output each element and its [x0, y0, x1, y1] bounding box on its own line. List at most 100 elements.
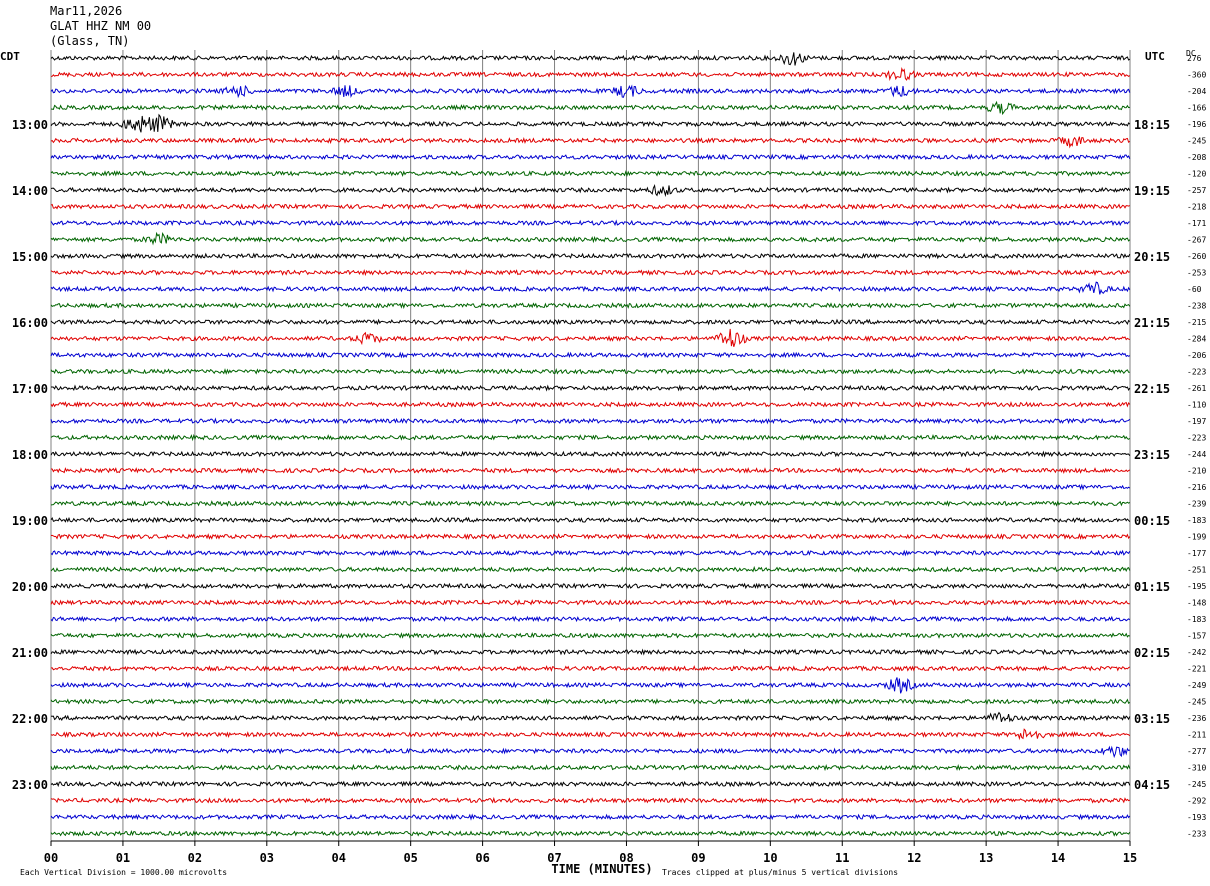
dc-offset-label: -244	[1187, 450, 1206, 459]
seismic-trace	[50, 532, 1131, 541]
seismic-trace	[50, 830, 1131, 837]
right-time-label: 22:15	[1134, 382, 1170, 396]
dc-offset-label: -195	[1187, 582, 1206, 591]
seismic-trace	[50, 483, 1131, 491]
right-time-label: 00:15	[1134, 514, 1170, 528]
x-tick-label: 13	[979, 851, 993, 865]
dc-offset-label: -206	[1187, 351, 1206, 360]
seismic-trace	[50, 231, 1131, 246]
x-tick-label: 07	[547, 851, 561, 865]
dc-offset-label: -292	[1187, 797, 1206, 806]
seismic-trace	[50, 252, 1131, 260]
seismic-trace	[50, 516, 1131, 524]
dc-offset-label: -210	[1187, 467, 1206, 476]
right-time-label: 21:15	[1134, 316, 1170, 330]
x-tick-label: 04	[332, 851, 346, 865]
seismic-trace	[50, 665, 1131, 673]
dc-offset-label: -183	[1187, 516, 1206, 525]
dc-offset-label: -245	[1187, 137, 1206, 146]
seismic-trace	[50, 549, 1131, 557]
dc-offset-label: -204	[1187, 87, 1206, 96]
seismic-trace	[50, 281, 1131, 295]
right-time-label: 23:15	[1134, 448, 1170, 462]
seismic-trace	[50, 328, 1131, 347]
dc-offset-label: -177	[1187, 549, 1206, 558]
dc-offset-label: -211	[1187, 731, 1206, 740]
dc-offset-label: -284	[1187, 335, 1206, 344]
seismic-trace	[50, 796, 1130, 805]
dc-offset-label: -166	[1187, 104, 1206, 113]
left-time-label: 18:00	[12, 448, 48, 462]
dc-offset-label: 276	[1187, 54, 1202, 63]
left-time-label: 21:00	[12, 646, 48, 660]
x-axis-title: TIME (MINUTES)	[551, 862, 652, 876]
dc-offset-label: -242	[1187, 648, 1206, 657]
seismic-trace	[50, 745, 1130, 759]
station-location: (Glass, TN)	[50, 34, 130, 48]
dc-offset-label: -60	[1187, 285, 1202, 294]
dc-offset-label: -257	[1187, 186, 1206, 195]
x-tick-label: 00	[44, 851, 58, 865]
right-time-label: 19:15	[1134, 184, 1170, 198]
x-tick-label: 14	[1051, 851, 1065, 865]
dc-offset-label: -221	[1187, 665, 1206, 674]
left-time-label: 22:00	[12, 712, 48, 726]
left-time-label: 16:00	[12, 316, 48, 330]
dc-offset-label: -208	[1187, 153, 1206, 162]
x-tick-label: 08	[619, 851, 633, 865]
seismic-trace	[50, 813, 1131, 821]
seismic-trace	[50, 598, 1130, 606]
seismic-trace	[50, 780, 1131, 788]
dc-offset-label: -261	[1187, 384, 1206, 393]
left-time-label: 17:00	[12, 382, 48, 396]
seismic-trace	[50, 467, 1131, 474]
station-code: GLAT HHZ NM 00	[50, 19, 152, 33]
x-tick-label: 12	[907, 851, 921, 865]
dc-offset-label: -239	[1187, 500, 1206, 509]
left-time-label: 15:00	[12, 250, 48, 264]
dc-offset-label: -171	[1187, 219, 1206, 228]
seismic-trace	[50, 565, 1131, 573]
dc-offset-label: -183	[1187, 615, 1206, 624]
seismic-trace	[50, 711, 1131, 723]
seismic-trace	[50, 648, 1130, 656]
dc-offset-label: -196	[1187, 120, 1206, 129]
right-time-label: 02:15	[1134, 646, 1170, 660]
dc-offset-label: -216	[1187, 483, 1206, 492]
seismic-trace	[50, 615, 1131, 623]
vertical-division-note: Each Vertical Division = 1000.00 microvo…	[20, 868, 227, 877]
x-tick-label: 03	[260, 851, 274, 865]
seismic-trace	[50, 698, 1131, 705]
x-tick-label: 10	[763, 851, 777, 865]
seismic-trace	[50, 677, 1131, 694]
x-tick-label: 02	[188, 851, 202, 865]
seismic-trace	[50, 183, 1131, 198]
seismic-trace	[50, 632, 1131, 639]
seismic-trace	[50, 203, 1130, 210]
seismic-trace	[50, 401, 1131, 408]
right-time-label: 20:15	[1134, 250, 1170, 264]
dc-offset-label: -267	[1187, 236, 1206, 245]
dc-offset-label: -223	[1187, 434, 1206, 443]
dc-offset-label: -249	[1187, 681, 1206, 690]
left-time-label: 20:00	[12, 580, 48, 594]
dc-offset-label: -110	[1187, 401, 1206, 410]
seismic-trace	[50, 582, 1131, 590]
seismic-trace	[51, 384, 1131, 392]
dc-offset-label: -310	[1187, 764, 1206, 773]
seismic-trace	[50, 433, 1131, 442]
clipping-note: Traces clipped at plus/minus 5 vertical …	[662, 868, 898, 877]
dc-offset-label: -148	[1187, 599, 1206, 608]
dc-offset-label: -193	[1187, 813, 1206, 822]
seismic-trace	[50, 268, 1131, 277]
seismic-trace	[50, 318, 1131, 326]
seismic-trace	[50, 84, 1131, 99]
right-time-label: 01:15	[1134, 580, 1170, 594]
dc-offset-label: -277	[1187, 747, 1206, 756]
seismic-trace	[50, 450, 1131, 458]
dc-offset-label: -245	[1187, 698, 1206, 707]
seismic-trace	[50, 169, 1131, 177]
dc-offset-label: -233	[1187, 830, 1206, 839]
chart-date: Mar11,2026	[50, 4, 123, 18]
